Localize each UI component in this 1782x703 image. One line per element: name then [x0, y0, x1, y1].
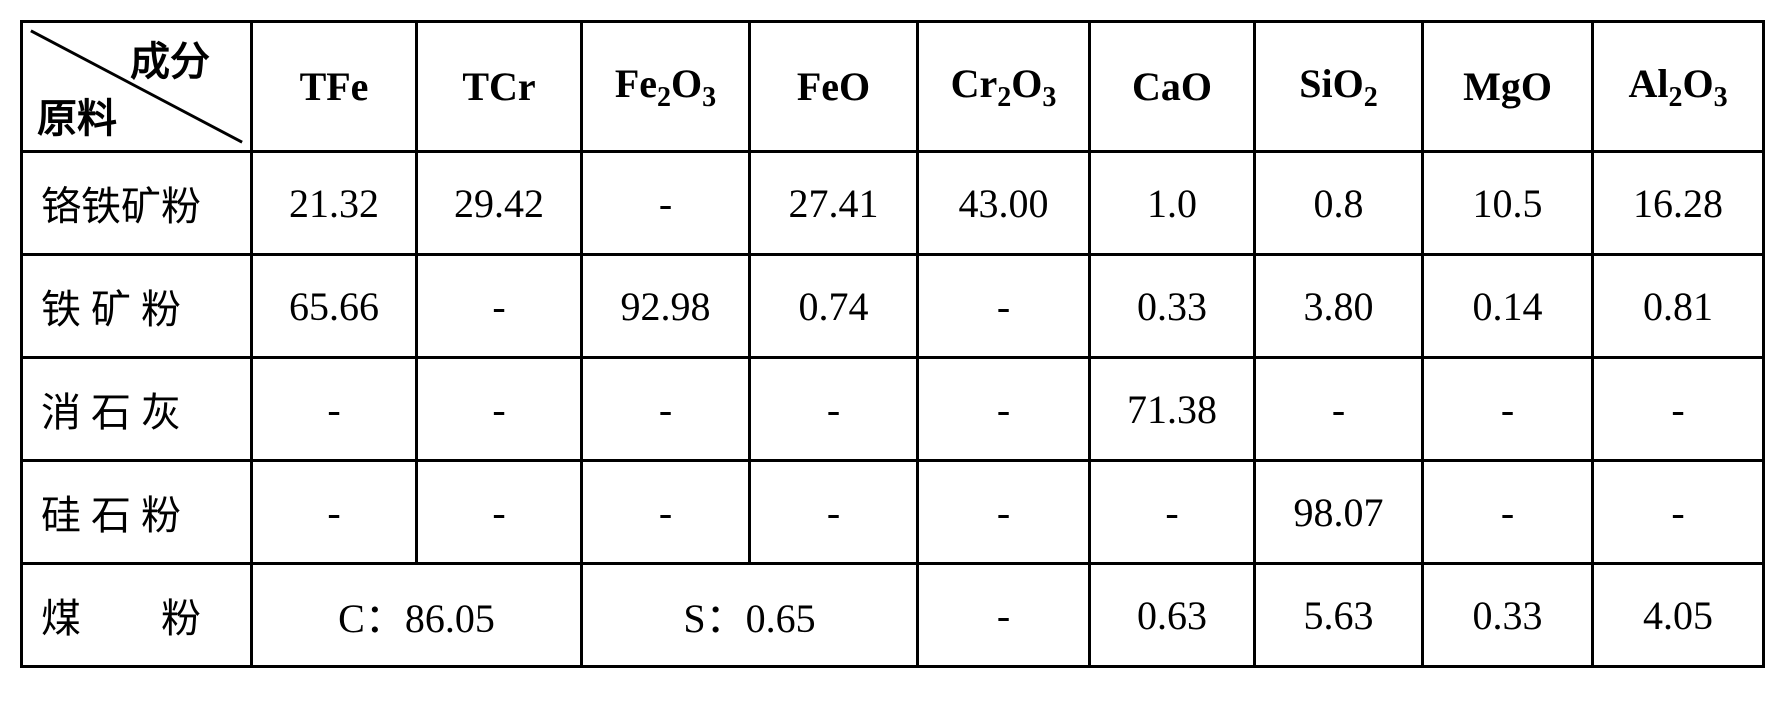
col-header: Cr2O3	[918, 22, 1090, 152]
table-cell: 65.66	[252, 255, 417, 358]
table-row: 消 石 灰 - - - - - 71.38 - - -	[22, 358, 1764, 461]
table-cell: 98.07	[1255, 461, 1423, 564]
table-cell: 21.32	[252, 152, 417, 255]
table-cell-merged: C：86.05	[252, 564, 582, 667]
table-cell: 0.74	[750, 255, 918, 358]
col-header: TFe	[252, 22, 417, 152]
col-header-label: Al2O3	[1628, 61, 1727, 106]
table-cell: -	[1593, 461, 1764, 564]
table-cell: -	[1593, 358, 1764, 461]
table-cell: 0.81	[1593, 255, 1764, 358]
table-cell: 1.0	[1090, 152, 1255, 255]
row-label: 煤 粉	[22, 564, 252, 667]
table-cell: -	[417, 255, 582, 358]
table-cell: 0.33	[1090, 255, 1255, 358]
col-header-label: MgO	[1463, 64, 1552, 109]
table-cell: 27.41	[750, 152, 918, 255]
table-cell-merged: S：0.65	[582, 564, 918, 667]
table-cell: -	[252, 461, 417, 564]
table-cell: -	[417, 461, 582, 564]
table-cell: 0.63	[1090, 564, 1255, 667]
table-cell: 4.05	[1593, 564, 1764, 667]
table-cell: -	[1090, 461, 1255, 564]
table-cell: -	[750, 358, 918, 461]
table-cell: -	[417, 358, 582, 461]
diagonal-header-cell: 成分 原料	[22, 22, 252, 152]
col-header: FeO	[750, 22, 918, 152]
col-header-label: SiO2	[1299, 61, 1377, 106]
col-header-label: Cr2O3	[951, 61, 1057, 106]
table-cell: 29.42	[417, 152, 582, 255]
row-label: 铬铁矿粉	[22, 152, 252, 255]
table-cell: 0.33	[1423, 564, 1593, 667]
row-label: 硅 石 粉	[22, 461, 252, 564]
table-header-row: 成分 原料 TFe TCr Fe2O3 FeO Cr2O3 CaO SiO2 M…	[22, 22, 1764, 152]
composition-table: 成分 原料 TFe TCr Fe2O3 FeO Cr2O3 CaO SiO2 M…	[20, 20, 1765, 668]
table-cell: -	[750, 461, 918, 564]
table-cell: -	[1423, 358, 1593, 461]
table-row: 硅 石 粉 - - - - - - 98.07 - -	[22, 461, 1764, 564]
table-cell: -	[918, 564, 1090, 667]
table-cell: 16.28	[1593, 152, 1764, 255]
table-cell: -	[918, 255, 1090, 358]
col-header: Fe2O3	[582, 22, 750, 152]
col-header-label: TCr	[462, 64, 535, 109]
col-header: MgO	[1423, 22, 1593, 152]
table-cell: -	[1423, 461, 1593, 564]
table-cell: -	[918, 461, 1090, 564]
diag-header-top: 成分	[130, 29, 210, 87]
table-cell: -	[918, 358, 1090, 461]
table-cell: 0.8	[1255, 152, 1423, 255]
table-cell: 43.00	[918, 152, 1090, 255]
table-cell: 0.14	[1423, 255, 1593, 358]
row-label: 消 石 灰	[22, 358, 252, 461]
row-label: 铁 矿 粉	[22, 255, 252, 358]
table-cell: -	[252, 358, 417, 461]
table-cell: 3.80	[1255, 255, 1423, 358]
table-row: 铁 矿 粉 65.66 - 92.98 0.74 - 0.33 3.80 0.1…	[22, 255, 1764, 358]
table-cell: -	[582, 152, 750, 255]
table-cell: -	[1255, 358, 1423, 461]
table-cell: -	[582, 358, 750, 461]
col-header: TCr	[417, 22, 582, 152]
col-header-label: Fe2O3	[615, 61, 716, 106]
diag-header-bottom: 原料	[37, 86, 117, 144]
col-header-label: TFe	[300, 64, 369, 109]
table-row: 铬铁矿粉 21.32 29.42 - 27.41 43.00 1.0 0.8 1…	[22, 152, 1764, 255]
col-header-label: CaO	[1132, 64, 1212, 109]
table-row-coal: 煤 粉 C：86.05 S：0.65 - 0.63 5.63 0.33 4.05	[22, 564, 1764, 667]
table-cell: 5.63	[1255, 564, 1423, 667]
col-header-label: FeO	[797, 64, 870, 109]
table-cell: 71.38	[1090, 358, 1255, 461]
table-cell: 92.98	[582, 255, 750, 358]
table-cell: -	[582, 461, 750, 564]
col-header: Al2O3	[1593, 22, 1764, 152]
table-cell: 10.5	[1423, 152, 1593, 255]
col-header: CaO	[1090, 22, 1255, 152]
col-header: SiO2	[1255, 22, 1423, 152]
